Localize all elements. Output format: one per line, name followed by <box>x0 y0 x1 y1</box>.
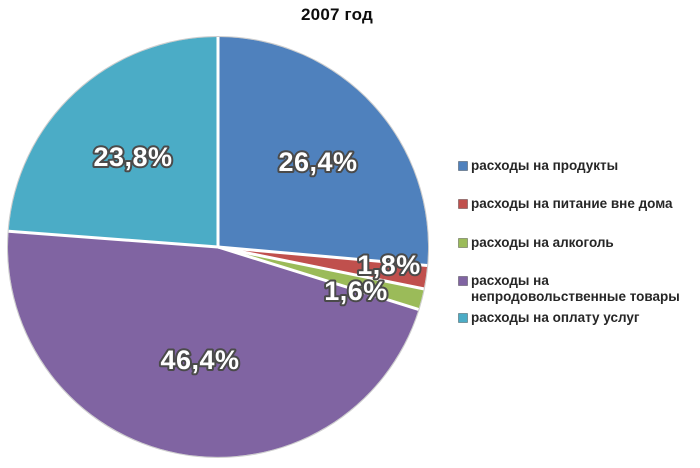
legend-swatch-services-icon <box>458 313 468 323</box>
legend-swatch-nonfood-goods-icon <box>458 276 468 286</box>
pie-slice-products <box>218 37 429 266</box>
legend: расходы на продукты расходы на питание в… <box>458 0 698 468</box>
legend-label-dining-out: расходы на питание вне дома <box>471 196 673 211</box>
legend-item-products: расходы на продукты <box>458 158 700 174</box>
pie-chart: 26,4% 1,8% 1,6% 46,4% 23,8% <box>7 36 429 458</box>
legend-item-alcohol: расходы на алкоголь <box>458 235 700 251</box>
slice-label-dining-out: 1,8% <box>357 250 421 280</box>
legend-label-services: расходы на оплату услуг <box>471 310 640 325</box>
slice-label-nonfood-goods: 46,4% <box>160 345 239 375</box>
chart-title: 2007 год <box>301 5 373 24</box>
legend-swatch-dining-out-icon <box>458 199 468 209</box>
pie-slice-nonfood-goods <box>8 231 419 457</box>
legend-item-services: расходы на оплату услуг <box>458 310 700 326</box>
slice-label-alcohol: 1,6% <box>324 276 388 306</box>
pie-outline <box>7 36 429 458</box>
legend-label-alcohol: расходы на алкоголь <box>471 235 614 250</box>
slice-label-services: 23,8% <box>93 142 172 172</box>
pie-slice-services <box>8 37 218 247</box>
legend-label-nonfood-goods: расходы на непродовольственные товары <box>471 273 680 304</box>
legend-label-products: расходы на продукты <box>471 158 619 173</box>
slice-separators <box>8 37 428 311</box>
slice-label-products: 26,4% <box>278 147 357 177</box>
legend-item-dining-out: расходы на питание вне дома <box>458 196 700 212</box>
legend-swatch-products-icon <box>458 161 468 171</box>
legend-item-nonfood-goods: расходы на непродовольственные товары <box>458 273 700 304</box>
legend-swatch-alcohol-icon <box>458 238 468 248</box>
